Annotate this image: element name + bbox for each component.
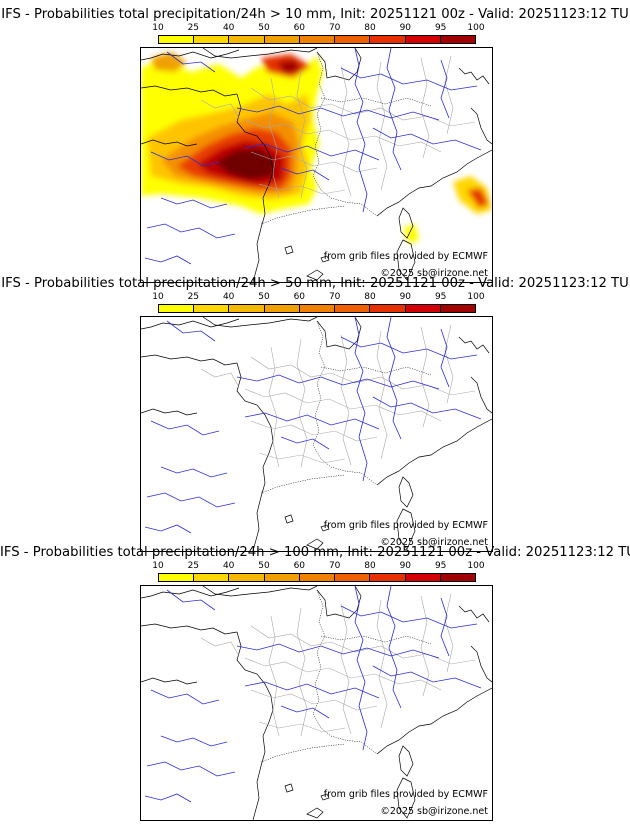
colorbar-swatch bbox=[194, 36, 230, 43]
panel-title: IFS - Probabilities total precipitation/… bbox=[1, 276, 629, 291]
colorbar-swatch bbox=[264, 36, 300, 43]
probability-shading bbox=[141, 52, 492, 244]
colorbar-swatch bbox=[159, 574, 195, 581]
colorbar-label: 100 bbox=[467, 23, 485, 33]
colorbar-swatch bbox=[370, 305, 406, 312]
map-panel-10mm: IFS - Probabilities total precipitation/… bbox=[0, 7, 630, 283]
colorbar-swatch bbox=[264, 574, 300, 581]
colorbar-swatch bbox=[440, 305, 475, 312]
colorbar-swatch bbox=[194, 305, 230, 312]
colorbar-swatch bbox=[299, 36, 336, 43]
copyright-credit: ©2025 sb@irizone.net bbox=[380, 537, 488, 548]
colorbar-label: 25 bbox=[187, 23, 200, 33]
colorbar-labels: 10 25 40 50 60 70 80 90 95 100 bbox=[152, 292, 484, 303]
colorbar-label: 70 bbox=[328, 561, 341, 571]
colorbar-label: 80 bbox=[364, 23, 376, 33]
colorbar-label: 60 bbox=[293, 23, 306, 33]
colorbar-swatch bbox=[299, 305, 336, 312]
colorbar-swatch bbox=[229, 305, 265, 312]
colorbar-label: 25 bbox=[187, 561, 200, 571]
colorbar-label: 70 bbox=[328, 23, 341, 33]
colorbar-swatch bbox=[440, 36, 475, 43]
colorbar-swatch bbox=[264, 305, 300, 312]
colorbar-label: 50 bbox=[258, 292, 270, 302]
colorbar-swatch bbox=[335, 305, 371, 312]
colorbar bbox=[158, 35, 476, 44]
colorbar-swatch bbox=[370, 574, 406, 581]
colorbar-swatch bbox=[194, 574, 230, 581]
colorbar-swatch bbox=[335, 36, 371, 43]
colorbar-label: 80 bbox=[364, 561, 376, 571]
map: from grib files provided by ECMWF ©2025 … bbox=[140, 47, 493, 283]
colorbar-label: 25 bbox=[187, 292, 200, 302]
colorbar-label: 40 bbox=[222, 561, 235, 571]
colorbar-label: 90 bbox=[399, 23, 412, 33]
panel-title: IFS - Probabilities total precipitation/… bbox=[0, 545, 630, 560]
precipitation-map bbox=[141, 48, 492, 282]
colorbar-label: 95 bbox=[434, 561, 447, 571]
colorbar-swatch bbox=[299, 574, 336, 581]
ecmwf-credit: from grib files provided by ECMWF bbox=[323, 789, 488, 800]
copyright-credit: ©2025 sb@irizone.net bbox=[380, 268, 488, 279]
colorbar-label: 90 bbox=[399, 292, 412, 302]
colorbar-swatch bbox=[405, 574, 441, 581]
precipitation-map bbox=[141, 586, 492, 820]
panel-title: IFS - Probabilities total precipitation/… bbox=[1, 7, 629, 22]
colorbar-labels: 10 25 40 50 60 70 80 90 95 100 bbox=[152, 23, 484, 34]
colorbar-label: 50 bbox=[258, 23, 270, 33]
colorbar-label: 95 bbox=[434, 23, 447, 33]
colorbar-label: 95 bbox=[434, 292, 447, 302]
colorbar-label: 10 bbox=[152, 561, 164, 571]
colorbar-labels: 10 25 40 50 60 70 80 90 95 100 bbox=[152, 561, 484, 572]
colorbar-label: 60 bbox=[293, 292, 306, 302]
colorbar-label: 40 bbox=[222, 292, 235, 302]
colorbar-label: 10 bbox=[152, 23, 164, 33]
colorbar-swatch bbox=[159, 305, 195, 312]
colorbar-swatch bbox=[440, 574, 475, 581]
colorbar-label: 40 bbox=[222, 23, 235, 33]
colorbar bbox=[158, 304, 476, 313]
colorbar-label: 60 bbox=[293, 561, 306, 571]
colorbar-swatch bbox=[370, 36, 406, 43]
colorbar-label: 100 bbox=[467, 561, 485, 571]
colorbar-label: 70 bbox=[328, 292, 341, 302]
colorbar-swatch bbox=[229, 36, 265, 43]
map-panel-50mm: IFS - Probabilities total precipitation/… bbox=[0, 276, 630, 552]
colorbar-swatch bbox=[229, 574, 265, 581]
map: from grib files provided by ECMWF ©2025 … bbox=[140, 316, 493, 552]
precipitation-map bbox=[141, 317, 492, 551]
colorbar-swatch bbox=[159, 36, 195, 43]
ecmwf-credit: from grib files provided by ECMWF bbox=[323, 251, 488, 262]
colorbar-label: 10 bbox=[152, 292, 164, 302]
colorbar-swatch bbox=[335, 574, 371, 581]
copyright-credit: ©2025 sb@irizone.net bbox=[380, 806, 488, 817]
colorbar-swatch bbox=[405, 305, 441, 312]
ecmwf-credit: from grib files provided by ECMWF bbox=[323, 520, 488, 531]
colorbar-label: 90 bbox=[399, 561, 412, 571]
colorbar-label: 50 bbox=[258, 561, 270, 571]
colorbar-label: 100 bbox=[467, 292, 485, 302]
map: from grib files provided by ECMWF ©2025 … bbox=[140, 585, 493, 821]
colorbar-label: 80 bbox=[364, 292, 376, 302]
colorbar-swatch bbox=[405, 36, 441, 43]
map-panel-100mm: IFS - Probabilities total precipitation/… bbox=[0, 545, 630, 821]
colorbar bbox=[158, 573, 476, 582]
